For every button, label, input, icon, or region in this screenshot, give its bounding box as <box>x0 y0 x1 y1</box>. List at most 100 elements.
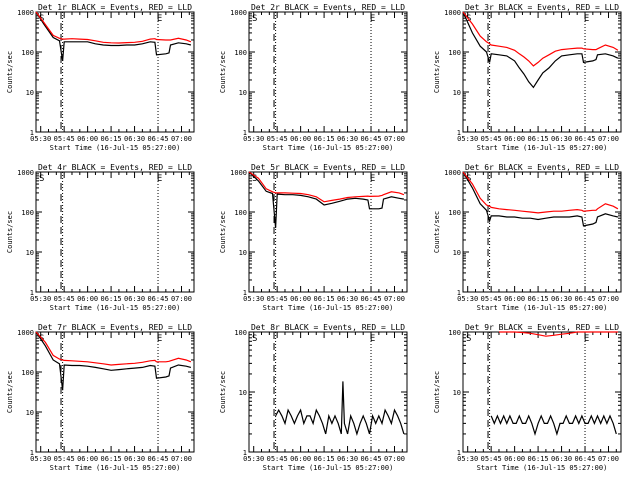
events-series-line <box>248 171 405 228</box>
detector-panel-6: Det 6r BLACK = Events, RED = LLD Counts/s… <box>433 163 622 312</box>
y-tick-label: 1 <box>30 289 34 297</box>
x-axis-label: Start Time (16-Jul-15 05:27:00) <box>477 144 608 152</box>
x-tick-label: 06:00 <box>504 135 525 143</box>
x-tick-label: 06:00 <box>290 295 311 303</box>
y-tick-label: 10 <box>453 89 461 97</box>
x-tick-label: 07:00 <box>171 135 192 143</box>
x-tick-label: 06:15 <box>101 455 122 463</box>
y-tick-label: 10 <box>239 249 247 257</box>
x-tick-label: 07:00 <box>384 455 405 463</box>
y-tick-label: 1 <box>457 129 461 137</box>
detector-panel-1: Det 1r BLACK = Events, RED = LLD Counts/s… <box>6 3 195 152</box>
x-tick-label: 05:45 <box>267 295 288 303</box>
plot-frame <box>248 331 408 453</box>
detector-panel-5: Det 5r BLACK = Events, RED = LLD Counts/s… <box>219 163 408 312</box>
x-tick-label: 06:45 <box>574 135 595 143</box>
y-axis-label: Counts/sec <box>6 371 14 413</box>
x-axis-label: Start Time (16-Jul-15 05:27:00) <box>263 464 394 472</box>
x-tick-label: 05:45 <box>481 455 502 463</box>
y-tick-label: 10 <box>453 389 461 397</box>
x-tick-label: 06:00 <box>504 295 525 303</box>
x-tick-label: 06:30 <box>337 295 358 303</box>
panel-title: Det 9r BLACK = Events, RED = LLD <box>465 323 619 332</box>
x-tick-label: 06:45 <box>147 455 168 463</box>
y-tick-label: 100 <box>21 369 34 377</box>
x-tick-label: 06:30 <box>337 135 358 143</box>
x-tick-label: 06:15 <box>528 135 549 143</box>
x-tick-label: 06:15 <box>314 135 335 143</box>
x-tick-label: 06:45 <box>574 455 595 463</box>
y-tick-label: 100 <box>234 209 247 217</box>
y-tick-label: 1 <box>30 129 34 137</box>
x-tick-label: 05:30 <box>243 135 264 143</box>
x-axis-label: Start Time (16-Jul-15 05:27:00) <box>477 464 608 472</box>
y-tick-label: 10 <box>26 249 34 257</box>
plot-frame <box>462 331 622 453</box>
start-marker-label: S <box>252 14 257 24</box>
x-tick-label: 05:45 <box>54 135 75 143</box>
detector-panel-4: Det 4r BLACK = Events, RED = LLD Counts/s… <box>6 163 195 312</box>
x-tick-label: 06:15 <box>528 295 549 303</box>
events-series-line <box>35 11 192 61</box>
y-tick-label: 100 <box>21 49 34 57</box>
y-tick-label: 1 <box>457 289 461 297</box>
end-marker-label: E <box>370 174 375 184</box>
y-axis-label: Counts/sec <box>433 371 441 413</box>
x-tick-label: 06:15 <box>101 295 122 303</box>
x-tick-label: 07:00 <box>598 135 619 143</box>
x-tick-label: 06:15 <box>314 295 335 303</box>
detector-panel-3: Det 3r BLACK = Events, RED = LLD Counts/s… <box>433 3 622 152</box>
end-marker-label: E <box>370 14 375 24</box>
x-tick-label: 05:45 <box>54 455 75 463</box>
y-tick-label: 1 <box>457 449 461 457</box>
panel-title: Det 8r BLACK = Events, RED = LLD <box>251 323 405 332</box>
y-tick-label: 1000 <box>444 9 461 17</box>
x-axis-label: Start Time (16-Jul-15 05:27:00) <box>50 144 181 152</box>
end-marker-label: E <box>157 334 162 344</box>
plot-frame <box>35 331 195 453</box>
x-tick-label: 06:00 <box>77 455 98 463</box>
y-tick-label: 1000 <box>444 169 461 177</box>
x-tick-label: 06:15 <box>528 455 549 463</box>
x-tick-label: 06:00 <box>77 295 98 303</box>
plot-frame <box>35 11 195 133</box>
start-marker-label: S <box>466 334 471 344</box>
x-tick-label: 06:45 <box>574 295 595 303</box>
x-tick-label: 06:00 <box>504 455 525 463</box>
x-tick-label: 05:45 <box>267 455 288 463</box>
panel-title: Det 4r BLACK = Events, RED = LLD <box>38 163 192 172</box>
panel-title: Det 5r BLACK = Events, RED = LLD <box>251 163 405 172</box>
x-tick-label: 06:15 <box>314 455 335 463</box>
detector-panel-8: Det 8r BLACK = Events, RED = LLD Counts/s… <box>219 323 408 472</box>
x-tick-label: 06:00 <box>77 135 98 143</box>
x-tick-label: 05:30 <box>30 455 51 463</box>
y-tick-label: 100 <box>234 49 247 57</box>
y-tick-label: 1 <box>243 129 247 137</box>
y-axis-label: Counts/sec <box>6 51 14 93</box>
y-tick-label: 10 <box>453 249 461 257</box>
plot-frame <box>462 11 622 133</box>
x-axis-label: Start Time (16-Jul-15 05:27:00) <box>50 304 181 312</box>
y-tick-label: 100 <box>448 49 461 57</box>
y-tick-label: 100 <box>21 209 34 217</box>
x-tick-label: 05:45 <box>267 135 288 143</box>
plot-frame <box>248 11 408 133</box>
x-tick-label: 07:00 <box>171 295 192 303</box>
x-tick-label: 05:45 <box>481 135 502 143</box>
y-tick-label: 10 <box>239 89 247 97</box>
events-series-line <box>462 171 619 227</box>
y-tick-label: 1000 <box>230 169 247 177</box>
lld-series-line <box>35 11 192 44</box>
lld-series-line <box>248 171 405 203</box>
x-tick-label: 06:15 <box>101 135 122 143</box>
x-tick-label: 05:30 <box>30 135 51 143</box>
y-tick-label: 10 <box>26 89 34 97</box>
y-tick-label: 1000 <box>17 329 34 337</box>
end-marker-label: E <box>584 14 589 24</box>
y-tick-label: 10 <box>239 389 247 397</box>
events-series-line <box>490 414 617 436</box>
x-tick-label: 06:00 <box>290 455 311 463</box>
x-tick-label: 07:00 <box>171 455 192 463</box>
detector-panel-9: Det 9r BLACK = Events, RED = LLD Counts/s… <box>433 323 622 472</box>
